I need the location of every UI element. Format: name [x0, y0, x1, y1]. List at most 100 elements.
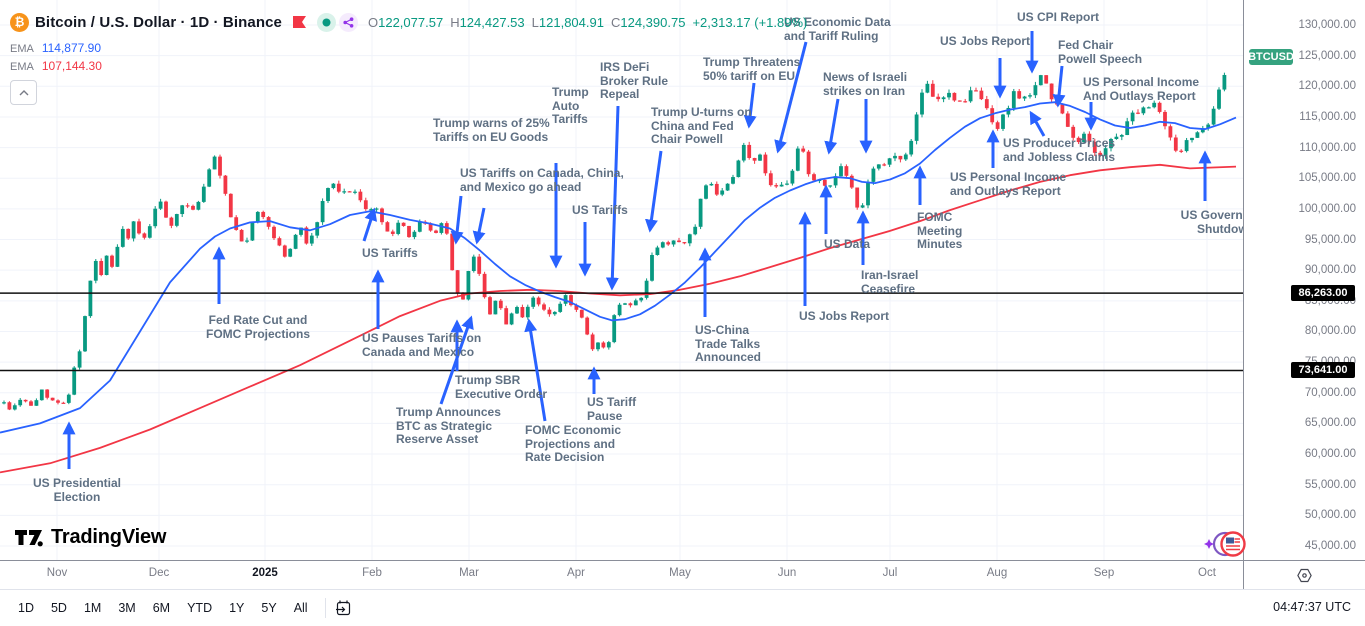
time-axis-label: Apr — [567, 567, 585, 579]
event-annotation[interactable]: Trump Auto Tariffs — [552, 85, 589, 126]
ema-fast-value: 114,877.90 — [41, 41, 102, 55]
event-annotation[interactable]: Fed Chair Powell Speech — [1058, 38, 1143, 66]
range-button-5Y[interactable]: 5Y — [261, 601, 277, 615]
time-axis-label: 2025 — [252, 567, 278, 579]
ema-slow-value: 107,144.30 — [41, 59, 102, 73]
price-level-tag[interactable]: 86,263.00 — [1291, 285, 1355, 302]
price-tick-label: 50,000.00 — [1304, 509, 1356, 522]
collapse-legend-button[interactable] — [10, 80, 37, 105]
ema-slow-legend[interactable]: EMA 107,144.30 — [10, 59, 102, 73]
price-tick-label: 90,000.00 — [1304, 264, 1356, 277]
price-level-tag[interactable]: 73,641.00 — [1291, 362, 1355, 379]
time-axis-label: Nov — [46, 567, 68, 579]
price-tick-label: 80,000.00 — [1304, 325, 1356, 338]
event-annotation[interactable]: Trump Announces BTC as Strategic Reserve… — [396, 405, 501, 446]
go-to-date-button[interactable] — [334, 599, 352, 617]
time-axis-label: Oct — [1198, 567, 1216, 579]
economic-events-icon[interactable] — [1203, 529, 1253, 564]
event-annotation[interactable]: Trump SBR Executive Order — [455, 373, 548, 401]
flag-icon[interactable] — [291, 14, 308, 31]
ohlc-item: C — [610, 14, 621, 30]
symbol-tag[interactable]: BTCUSD — [1248, 48, 1294, 65]
event-annotation[interactable]: US Data — [824, 237, 871, 251]
price-tick-label: 100,000.00 — [1298, 202, 1356, 215]
event-annotation[interactable]: US Personal Income And Outlays Report — [1083, 75, 1200, 103]
event-annotation[interactable]: US Tariffs on Canada, China, and Mexico … — [460, 166, 624, 194]
time-axis[interactable]: Nov Dec 2025 Feb Mar Apr May Jun Jul Aug Sep Oct — [0, 560, 1365, 590]
axis-settings-corner[interactable] — [1243, 561, 1365, 590]
event-annotation[interactable]: US Jobs Report — [799, 309, 890, 323]
range-button-6M[interactable]: 6M — [152, 601, 171, 615]
event-annotation[interactable]: IRS DeFi Broker Rule Repeal — [600, 60, 669, 101]
ohlc-item: H — [450, 14, 460, 30]
event-annotation[interactable]: FOMC Economic Projections and Rate Decis… — [525, 423, 622, 464]
range-button-3M[interactable]: 3M — [118, 601, 136, 615]
price-tick-label: 130,000.00 — [1298, 19, 1356, 31]
gridlines — [0, 0, 1243, 560]
event-annotation[interactable]: US Tariffs — [362, 246, 418, 260]
event-annotation[interactable]: US Tariff Pause — [587, 395, 637, 423]
price-axis[interactable]: 130,000.00 125,000.00 120,000.00 115,000.00… — [1243, 0, 1365, 560]
candlestick-series — [2, 72, 1227, 411]
price-tick-label: 120,000.00 — [1298, 80, 1356, 93]
time-axis-label: Jun — [777, 567, 797, 579]
price-tick-label: 45,000.00 — [1304, 540, 1356, 552]
event-annotation[interactable]: Trump warns of 25% Tariffs on EU Goods — [433, 116, 550, 144]
status-dot-icon[interactable] — [316, 12, 336, 32]
change-value: +2,313.17 (+1.89%) — [692, 14, 808, 30]
share-icon[interactable] — [338, 12, 358, 32]
event-annotation[interactable]: US Tariffs — [572, 203, 628, 217]
range-button-1D[interactable]: 1D — [18, 601, 34, 615]
price-tick-label: 95,000.00 — [1304, 233, 1356, 246]
event-annotation[interactable]: News of Israeli strikes on Iran — [823, 70, 908, 98]
range-button-All[interactable]: All — [293, 601, 308, 615]
event-annotation[interactable]: US Jobs Report — [940, 34, 1031, 48]
price-tick-label: 115,000.00 — [1299, 110, 1356, 123]
event-annotation[interactable]: US CPI Report — [1017, 10, 1100, 24]
price-tick-label: 70,000.00 — [1304, 386, 1356, 399]
time-axis-label: May — [669, 567, 691, 579]
ohlc-item: L — [531, 14, 539, 30]
event-annotation[interactable]: FOMC Meeting Minutes — [917, 210, 963, 251]
toolbar-divider — [324, 598, 326, 618]
chart-legend: ₿ Bitcoin / U.S. Dollar · 1D · Binance O… — [10, 10, 807, 34]
time-axis-label: Mar — [459, 567, 479, 579]
tradingview-logo-text: TradingView — [51, 525, 167, 548]
ohlc-item: O — [367, 14, 379, 30]
ema-slow-label: EMA — [10, 61, 34, 73]
ema-fast-legend[interactable]: EMA 114,877.90 — [10, 41, 101, 55]
range-button-5D[interactable]: 5D — [50, 601, 67, 615]
symbol-title[interactable]: Bitcoin / U.S. Dollar · 1D · Binance — [35, 13, 282, 31]
price-tick-label: 105,000.00 — [1298, 172, 1356, 185]
time-axis-label: Feb — [362, 567, 382, 579]
bottom-toolbar: 1D 5D 1M 3M 6M YTD 1Y 5Y All 04:47:37 UTC — [0, 589, 1365, 626]
event-annotation[interactable]: US-China Trade Talks Announced — [695, 323, 761, 364]
range-button-1Y[interactable]: 1Y — [229, 601, 245, 615]
time-axis-label: Jul — [882, 567, 898, 579]
chart-pane[interactable] — [0, 0, 1243, 560]
event-annotation[interactable]: US Producer Prices and Jobless Claims — [1003, 136, 1116, 164]
price-tick-label: 60,000.00 — [1304, 448, 1356, 461]
event-annotation[interactable]: Iran-Israel Ceasefire — [861, 268, 919, 296]
event-annotation[interactable]: Trump Threatens 50% tariff on EU — [703, 55, 801, 83]
date-range-switcher: 1D 5D 1M 3M 6M YTD 1Y 5Y All — [8, 597, 315, 619]
range-button-YTD[interactable]: YTD — [187, 601, 213, 615]
range-button-1M[interactable]: 1M — [83, 601, 102, 615]
price-tick-label: 55,000.00 — [1304, 478, 1356, 491]
price-tick-label: 125,000.00 — [1298, 49, 1356, 62]
event-annotation[interactable]: Fed Rate Cut and FOMC Projections — [205, 313, 311, 341]
timezone-clock[interactable]: 04:47:37 UTC — [1273, 600, 1351, 614]
time-axis-label: Sep — [1093, 567, 1115, 579]
ohlc-values: O122,077.57 H124,427.53 L121,804.91 C124,39… — [367, 14, 808, 30]
event-annotation[interactable]: US Presidential Election — [32, 476, 122, 504]
calendar-arrow-icon — [335, 600, 350, 616]
event-annotation[interactable]: Trump U-turns on China and Fed Chair Pow… — [651, 105, 752, 146]
event-annotation[interactable]: US Pauses Tariffs on Canada and Mexico — [362, 331, 482, 359]
event-annotation[interactable]: US Personal Income and Outlays Report — [950, 170, 1067, 198]
event-annotation[interactable]: US Economic Data and Tariff Ruling — [784, 15, 891, 43]
ema-slow-line — [0, 163, 1237, 474]
annotation-arrows — [62, 31, 1212, 469]
tradingview-logo[interactable]: TradingView — [14, 524, 166, 550]
time-axis-label: Dec — [148, 567, 170, 579]
